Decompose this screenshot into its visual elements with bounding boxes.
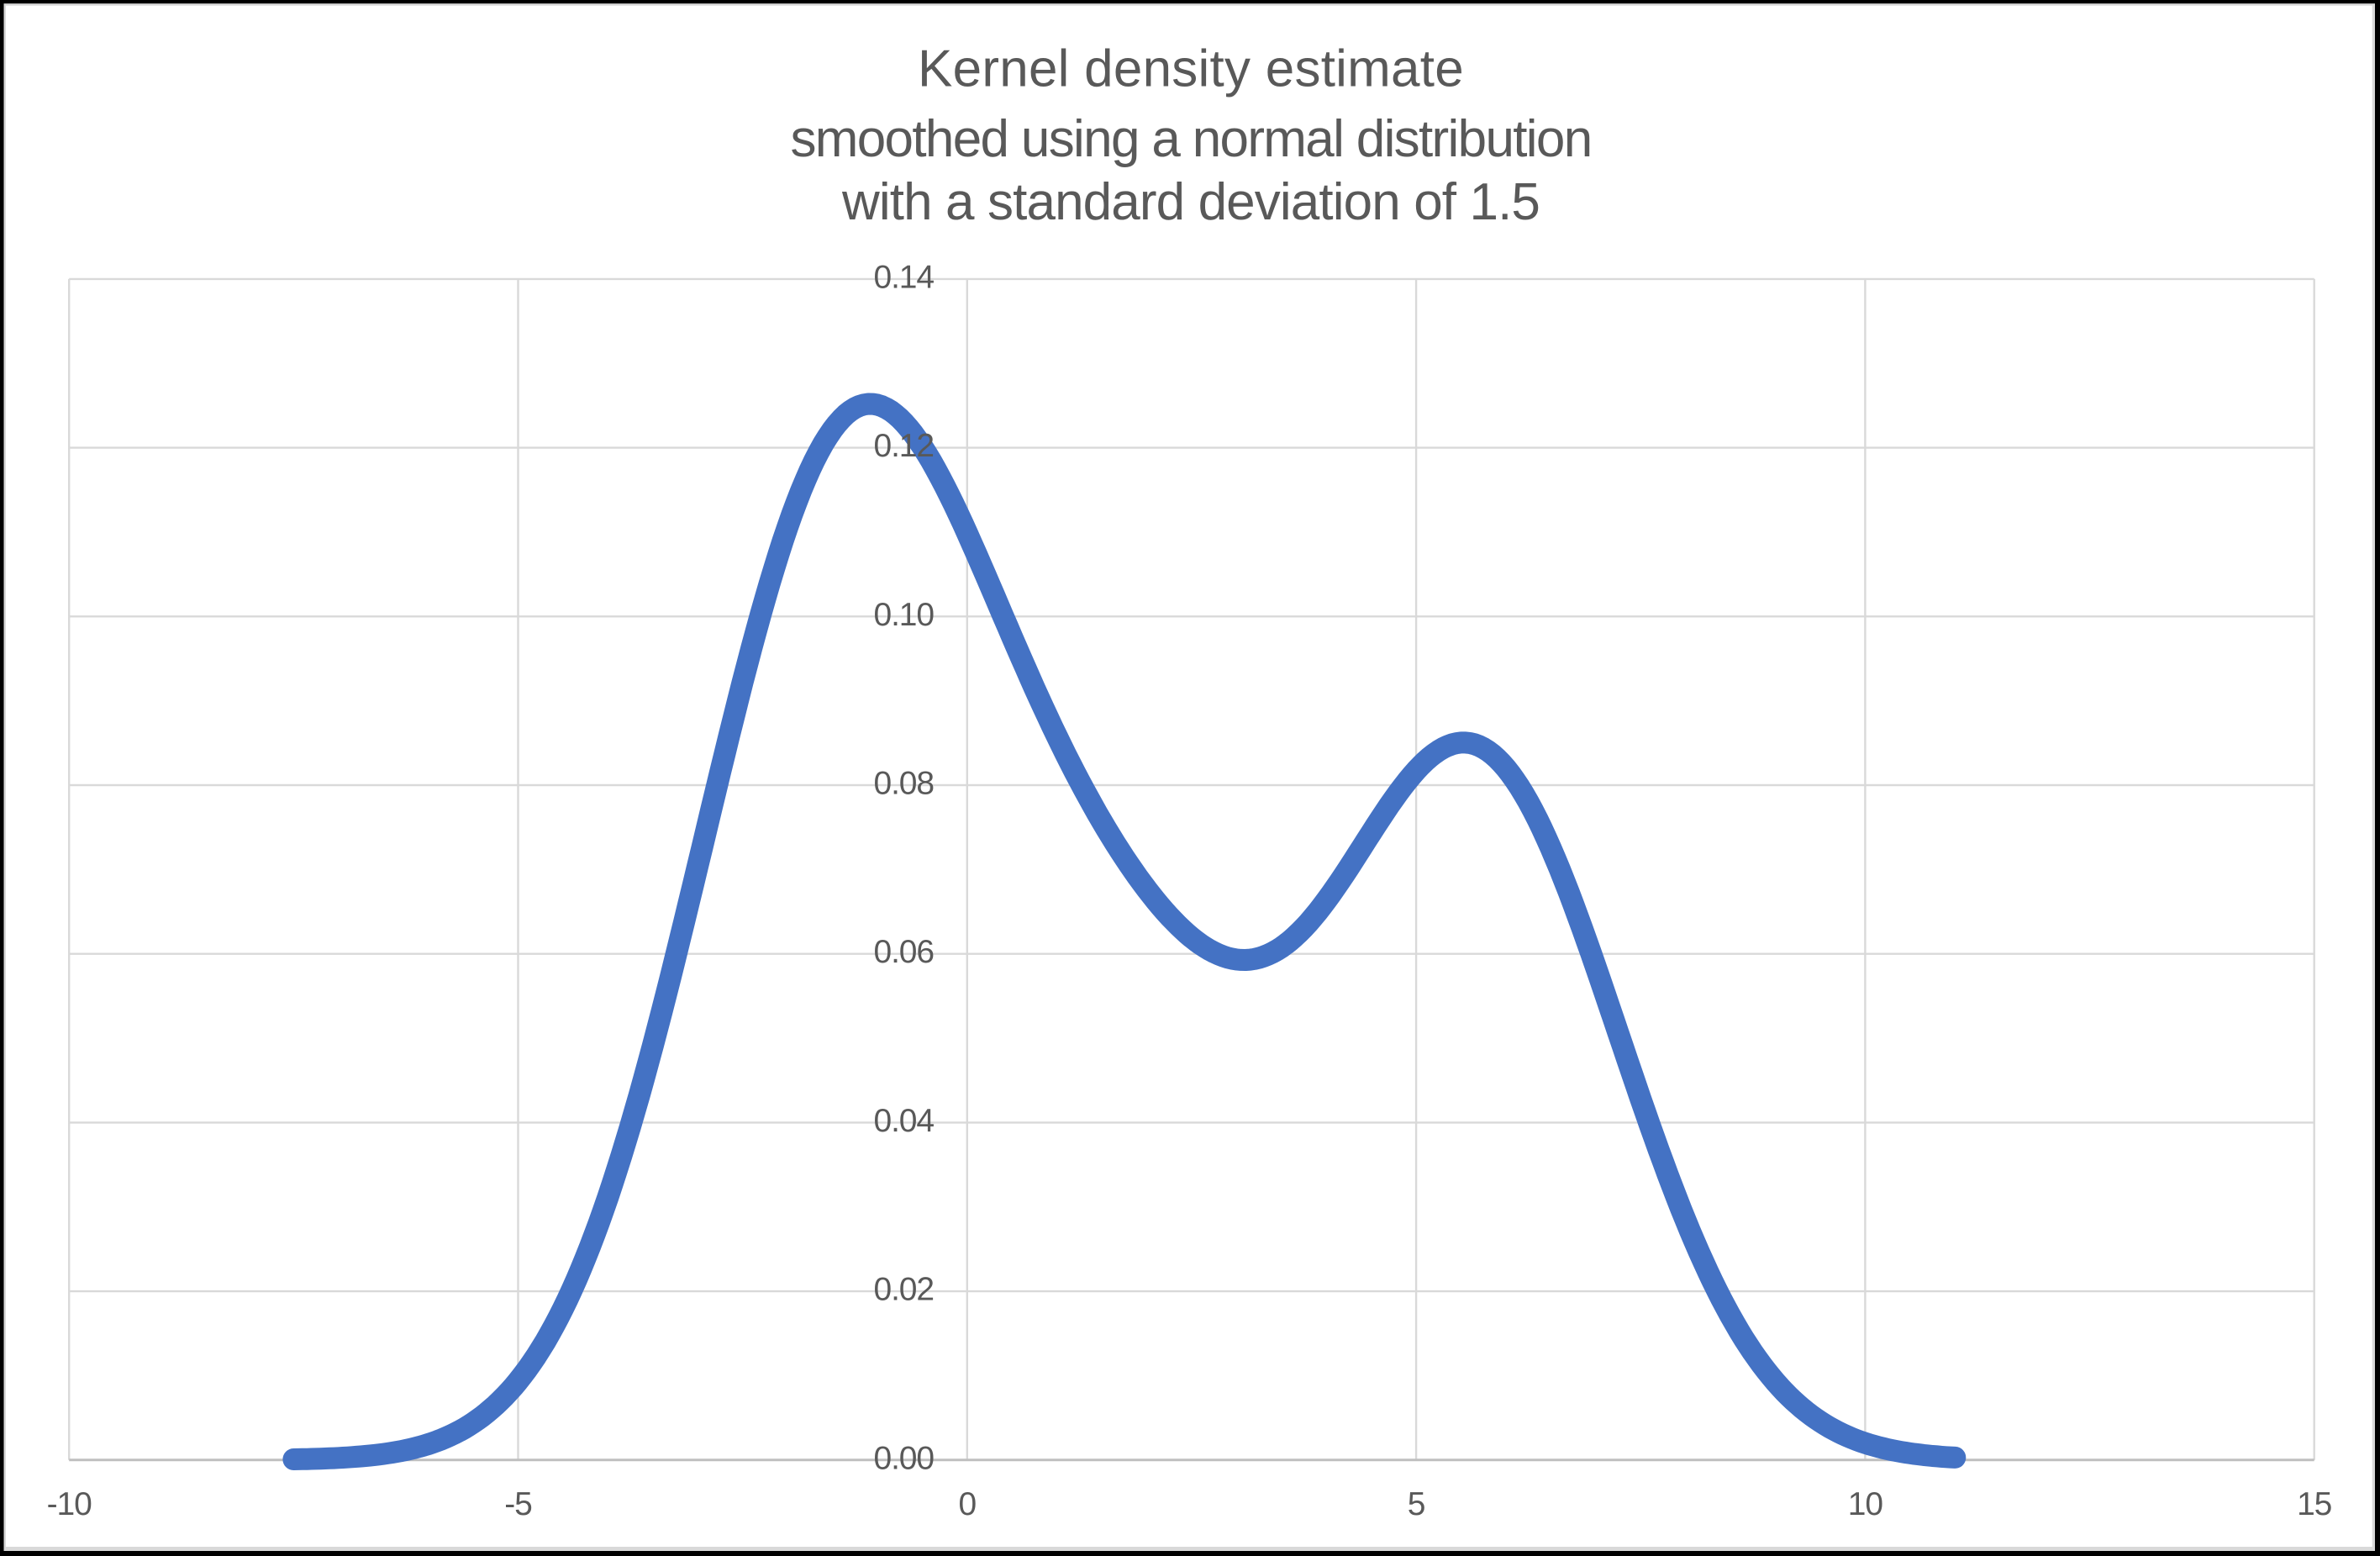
svg-text:-10: -10 (47, 1486, 92, 1522)
svg-text:0: 0 (959, 1486, 977, 1522)
svg-text:0.06: 0.06 (873, 934, 934, 970)
svg-text:Kernel density estimate: Kernel density estimate (918, 40, 1464, 98)
svg-text:-5: -5 (504, 1486, 532, 1522)
svg-text:0.00: 0.00 (873, 1440, 934, 1476)
svg-text:0.14: 0.14 (873, 259, 934, 295)
svg-text:0.10: 0.10 (873, 597, 934, 633)
svg-text:with a standard deviation of 1: with a standard deviation of 1.5 (841, 173, 1540, 231)
svg-text:smoothed using a normal distri: smoothed using a normal distribution (790, 110, 1591, 168)
svg-text:5: 5 (1408, 1486, 1425, 1522)
svg-text:15: 15 (2297, 1486, 2332, 1522)
svg-text:0.02: 0.02 (873, 1272, 934, 1308)
svg-text:10: 10 (1848, 1486, 1883, 1522)
svg-text:0.12: 0.12 (873, 428, 934, 464)
svg-text:0.08: 0.08 (873, 766, 934, 802)
svg-text:0.04: 0.04 (873, 1103, 934, 1139)
